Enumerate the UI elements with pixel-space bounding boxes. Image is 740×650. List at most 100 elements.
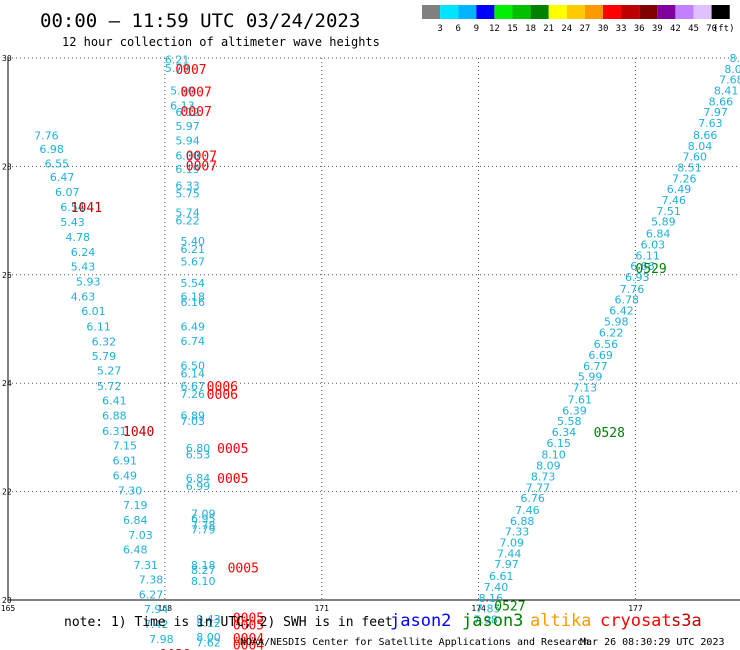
- wave-height-value: 6.66: [630, 260, 655, 273]
- plot-grid: [8, 57, 740, 600]
- wave-height-value: 7.98: [473, 614, 498, 627]
- pass-time-label: 1040: [123, 425, 154, 440]
- y-tick-label: 20: [2, 596, 12, 605]
- wave-height-value: 5.43: [71, 261, 96, 274]
- wave-height-value: 7.85: [476, 603, 501, 616]
- wave-height-value: 8.1: [730, 52, 740, 65]
- chart-title: 00:00 – 11:59 UTC 03/24/2023: [40, 10, 360, 32]
- pass-time-label: 0005: [233, 611, 264, 626]
- pass-time-label: 0006: [207, 388, 238, 403]
- wave-height-value: 7.09: [499, 537, 524, 550]
- wave-height-value: 7.26: [672, 172, 697, 185]
- wave-height-value: 8.66: [709, 95, 734, 108]
- wave-height-value: 6.49: [113, 469, 138, 482]
- y-tick-label: 22: [2, 488, 12, 497]
- wave-height-value: 6.74: [181, 335, 206, 348]
- wave-height-value: 8.10: [191, 575, 216, 588]
- wave-height-value: 6.21: [181, 243, 206, 256]
- wave-height-value: 7.26: [181, 388, 206, 401]
- colorbar-swatch: [621, 5, 640, 19]
- wave-height-value: 5.74: [175, 206, 200, 219]
- colorbar-swatch: [440, 5, 459, 19]
- wave-height-value: 5.94: [175, 134, 200, 147]
- wave-height-value: 6.77: [583, 360, 608, 373]
- wave-height-value: 6.49: [667, 183, 692, 196]
- pass-time-label: 0006: [207, 380, 238, 395]
- wave-height-value: 6.00: [175, 150, 200, 163]
- wave-height-value: 6.78: [615, 294, 640, 307]
- wave-height-value: 6.24: [71, 246, 96, 259]
- colorbar-label: 9: [474, 24, 479, 34]
- wave-height-value: 7.44: [497, 547, 522, 560]
- wave-height-value: 6.03: [641, 238, 666, 251]
- wave-height-value: 6.14: [181, 367, 206, 380]
- wave-height-value: 5.80: [170, 85, 195, 98]
- pass-time-label: 0528: [594, 426, 625, 441]
- wave-height-value: 5.67: [181, 255, 206, 268]
- wave-height-value: 7.97: [494, 558, 519, 571]
- colorbar-label: 12: [489, 24, 500, 34]
- wave-height-value: 4.78: [66, 231, 91, 244]
- wave-height-value: 7.30: [118, 485, 143, 498]
- wave-height-value: 6.61: [489, 570, 514, 583]
- wave-height-value: 6.22: [599, 326, 624, 339]
- wave-height-value: 6.98: [39, 143, 64, 156]
- wave-height-value: 6.93: [625, 271, 650, 284]
- colorbar-swatch: [711, 5, 730, 19]
- wave-height-value: 7.77: [526, 481, 551, 494]
- wave-height-value: 5.79: [165, 62, 190, 75]
- colorbar-swatch: [639, 5, 658, 19]
- pass-time-label: 0004: [233, 632, 264, 647]
- x-tick-label: 165: [1, 604, 16, 613]
- colorbar-swatch: [458, 5, 477, 19]
- wave-height-value: 6.56: [594, 338, 619, 351]
- wave-height-value: 6.13: [170, 100, 195, 113]
- wave-height-value: 5.97: [175, 120, 200, 133]
- colorbar-label: 18: [525, 24, 536, 34]
- colorbar-swatch: [548, 5, 567, 19]
- wave-height-value: 6.91: [113, 455, 138, 468]
- wave-height-value: 6.89: [181, 410, 206, 423]
- wave-height-value: 7.31: [133, 559, 158, 572]
- wave-height-value: 6.88: [510, 515, 535, 528]
- wave-height-value: 7.46: [515, 504, 540, 517]
- colorbar-swatch: [530, 5, 549, 19]
- colorbar-label: 15: [507, 24, 518, 34]
- x-tick-label: 177: [628, 604, 643, 613]
- wave-height-value: 7.51: [656, 205, 681, 218]
- wave-height-value: 7.33: [505, 526, 530, 539]
- wave-height-value: 8.10: [541, 449, 566, 462]
- wave-height-value: 5.58: [557, 415, 582, 428]
- wave-height-value: 9.43: [196, 613, 221, 626]
- wave-height-value: 6.80: [186, 442, 211, 455]
- colorbar-swatch: [512, 5, 531, 19]
- wave-height-value: 5.72: [97, 380, 122, 393]
- wave-height-value: 6.53: [186, 449, 211, 462]
- wave-height-value: 7.79: [191, 524, 216, 537]
- pass-time-label: 0005: [217, 472, 248, 487]
- wave-height-value: 6.50: [181, 359, 206, 372]
- wave-height-value: 8.09: [536, 460, 561, 473]
- wave-height-value: 8.00: [196, 631, 221, 644]
- colorbar-swatch: [566, 5, 585, 19]
- wave-height-value: 8.08: [724, 63, 740, 76]
- wave-height-value: 7.40: [484, 581, 509, 594]
- colorbar-label: 30: [598, 24, 609, 34]
- wave-height-value: 6.27: [139, 589, 164, 602]
- wave-height-value: 5.98: [604, 315, 629, 328]
- pass-time-label: 0529: [635, 262, 666, 277]
- plot-area: [7, 58, 740, 601]
- footer-note: note: 1) Time is in UTC; 2) SWH is in fe…: [64, 615, 393, 630]
- pass-time-label: 0005: [217, 442, 248, 457]
- wave-height-value: 5.27: [97, 365, 122, 378]
- colorbar-label: 45: [688, 24, 699, 34]
- wave-height-value: 6.01: [81, 305, 106, 318]
- wave-height-value: 4.63: [71, 290, 96, 303]
- wave-height-value: 8.73: [531, 470, 556, 483]
- wave-height-value: 6.99: [186, 480, 211, 493]
- wave-height-value: 6.42: [609, 305, 634, 318]
- wave-height-value: 8.12: [196, 617, 221, 630]
- pass-time-labels: 0007000700070007000710410006000610400005…: [71, 63, 667, 650]
- wave-height-value: 7.98: [149, 633, 174, 646]
- y-tick-label: 24: [2, 379, 12, 388]
